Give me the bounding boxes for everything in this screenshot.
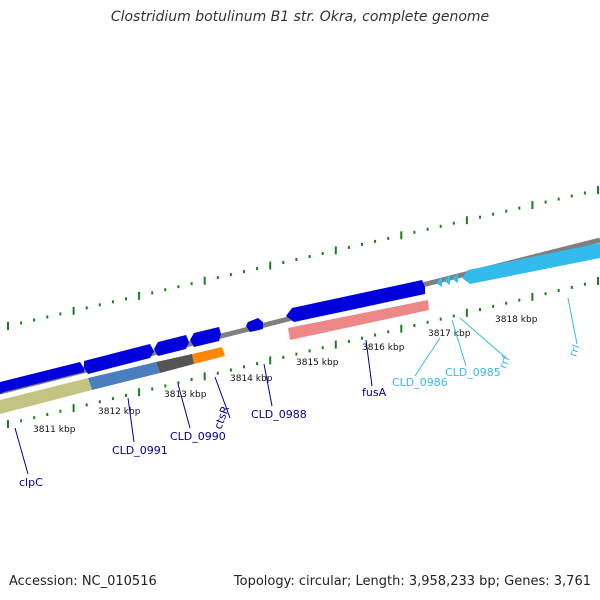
leader-fusA xyxy=(365,339,373,387)
kbp-label-3812: 3812 kbp xyxy=(98,407,141,417)
gene-label-rrf[interactable]: rrf xyxy=(496,353,513,370)
gene-label-CLD_0986[interactable]: CLD_0986 xyxy=(392,376,448,389)
gene-label-rrl[interactable]: rrl xyxy=(566,343,582,359)
gene-label-CLD_0990[interactable]: CLD_0990 xyxy=(170,430,226,443)
kbp-label-3811: 3811 kbp xyxy=(33,425,76,435)
kbp-label-3818: 3818 kbp xyxy=(495,315,538,325)
cds-band-ctsR[interactable] xyxy=(192,347,225,364)
kbp-labels: 3811 kbp 3812 kbp 3813 kbp 3814 kbp 3815… xyxy=(33,315,538,435)
gene-arrow-ctsR-forward[interactable] xyxy=(190,327,221,347)
leader-ctsR xyxy=(214,376,231,419)
gene-label-CLD_0988[interactable]: CLD_0988 xyxy=(251,408,307,421)
kbp-label-3813: 3813 kbp xyxy=(164,390,207,400)
gene-label-CLD_0985[interactable]: CLD_0985 xyxy=(445,366,501,379)
gene-arrow-rna-2[interactable] xyxy=(444,275,450,285)
cds-band-clpC[interactable] xyxy=(0,378,92,414)
leader-CLD_0990 xyxy=(177,383,191,429)
lower-tick-row xyxy=(7,277,599,428)
kbp-label-3816: 3816 kbp xyxy=(362,343,405,353)
cds-band-fusA[interactable] xyxy=(288,300,429,340)
upper-tick-row xyxy=(7,186,599,330)
leader-rrf xyxy=(459,317,507,359)
gene-arrow-fusA-forward[interactable] xyxy=(286,280,425,322)
accession-text: Accession: NC_010516 xyxy=(9,574,157,589)
leader-CLD_0988 xyxy=(263,363,273,407)
leader-CLD_0986 xyxy=(414,337,441,377)
gene-arrow-rrf-rrl-forward[interactable] xyxy=(462,243,600,284)
leader-CLD_0985 xyxy=(451,319,467,367)
leader-rrl xyxy=(567,297,578,345)
kbp-label-3817: 3817 kbp xyxy=(428,329,471,339)
gene-arrow-CLD_0990-forward[interactable] xyxy=(154,335,189,356)
gene-label-fusA[interactable]: fusA xyxy=(362,386,387,399)
gene-leader-lines xyxy=(14,297,578,475)
leader-clpC xyxy=(14,427,29,475)
gene-arrow-CLD_0991-forward[interactable] xyxy=(84,344,154,374)
gene-arrow-rna-3[interactable] xyxy=(452,273,458,283)
gene-labels: clpC CLD_0991 CLD_0990 ctsR CLD_0988 fus… xyxy=(19,343,583,489)
cds-band-CLD_0991[interactable] xyxy=(88,362,160,390)
gene-label-ctsR[interactable]: ctsR xyxy=(212,404,232,431)
leader-CLD_0991 xyxy=(127,397,135,443)
genome-summary-text: Topology: circular; Length: 3,958,233 bp… xyxy=(233,574,591,589)
kbp-label-3814: 3814 kbp xyxy=(230,374,273,384)
gene-arrow-clpC-forward[interactable] xyxy=(0,362,84,394)
gene-arrow-rna-1[interactable] xyxy=(436,277,442,287)
gene-arrow-CLD_0988-forward[interactable] xyxy=(246,318,263,332)
forward-strand-track xyxy=(0,243,600,394)
gene-label-CLD_0991[interactable]: CLD_0991 xyxy=(112,444,168,457)
cds-band-track xyxy=(0,300,429,414)
cds-band-CLD_0990[interactable] xyxy=(156,354,194,373)
kbp-label-3815: 3815 kbp xyxy=(296,358,339,368)
genome-title: Clostridium botulinum B1 str. Okra, comp… xyxy=(110,9,490,25)
gene-label-clpC[interactable]: clpC xyxy=(19,476,43,489)
